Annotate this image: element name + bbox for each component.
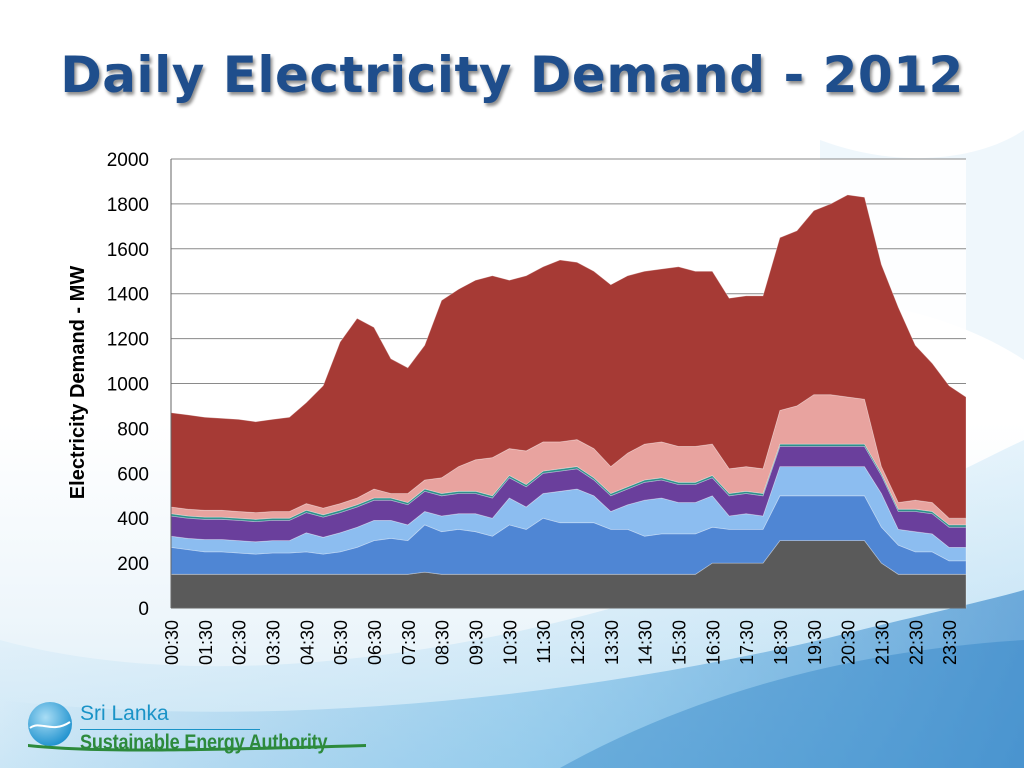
- y-tick-label: 1800: [107, 195, 149, 216]
- y-tick-label: 1400: [107, 285, 149, 306]
- x-tick-label: 02:30: [230, 620, 250, 665]
- y-tick-label: 400: [117, 509, 149, 530]
- x-tick-label: 20:30: [839, 620, 859, 665]
- x-tick-label: 11:30: [534, 620, 554, 664]
- slide-title: Daily Electricity Demand - 2012: [60, 46, 964, 104]
- x-tick-label: 17:30: [737, 620, 757, 665]
- x-tick-label: 21:30: [872, 620, 892, 665]
- y-tick-label: 800: [117, 419, 149, 440]
- x-tick-label: 14:30: [636, 620, 656, 665]
- x-tick-label: 18:30: [771, 620, 791, 665]
- x-tick-label: 23:30: [940, 620, 960, 665]
- x-tick-label: 00:30: [162, 620, 182, 665]
- x-tick-label: 10:30: [500, 620, 520, 665]
- x-tick-label: 16:30: [703, 620, 723, 665]
- x-tick-label: 09:30: [467, 620, 487, 665]
- y-tick-label: 600: [117, 464, 149, 485]
- org-rule: [80, 729, 260, 730]
- x-tick-label: 07:30: [399, 620, 419, 665]
- x-tick-label: 05:30: [331, 620, 351, 665]
- x-tick-label: 04:30: [297, 620, 317, 665]
- y-tick-label: 200: [117, 554, 149, 575]
- org-name-line2: Sustainable Energy Authority: [80, 731, 328, 754]
- x-tick-label: 08:30: [433, 620, 453, 665]
- y-tick-label: 1600: [107, 240, 149, 261]
- y-tick-label: 1000: [107, 375, 149, 396]
- x-tick-label: 06:30: [365, 620, 385, 665]
- x-tick-label: 19:30: [805, 620, 825, 665]
- x-tick-label: 15:30: [669, 620, 689, 665]
- org-name-line1: Sri Lanka: [80, 702, 169, 725]
- x-tick-label: 03:30: [264, 620, 284, 665]
- y-tick-label: 0: [138, 599, 149, 620]
- x-tick-label: 12:30: [568, 620, 588, 665]
- y-axis-label: Electricity Demand - MW: [67, 266, 89, 500]
- globe-logo-icon: [28, 702, 366, 752]
- area-series-7: [170, 194, 967, 519]
- x-tick-label: 13:30: [602, 620, 622, 665]
- y-tick-label: 1200: [107, 330, 149, 351]
- x-tick-label: 22:30: [906, 620, 926, 665]
- x-tick-label: 01:30: [196, 620, 216, 665]
- y-tick-label: 2000: [107, 150, 149, 171]
